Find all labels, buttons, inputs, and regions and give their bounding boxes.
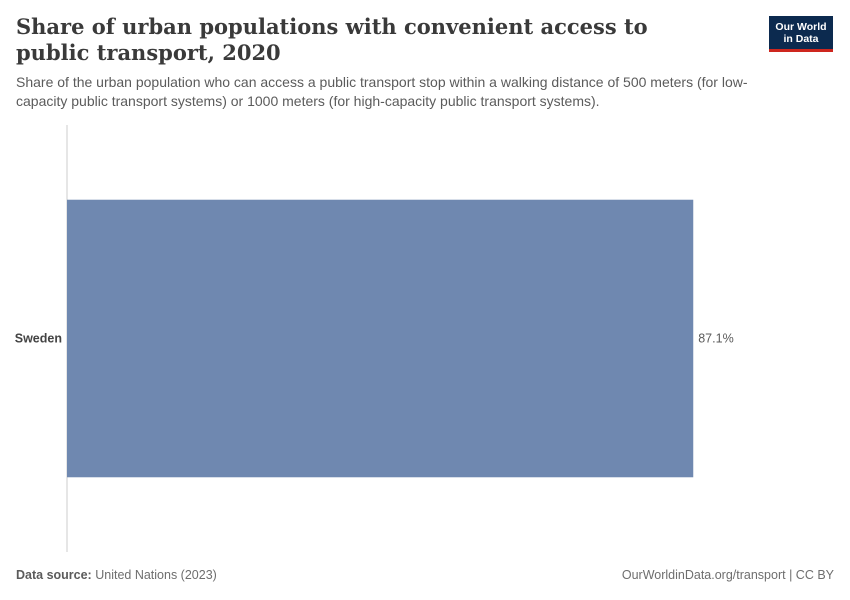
chart-subtitle: Share of the urban population who can ac…: [16, 74, 748, 109]
data-source-label: Data source:: [16, 568, 92, 582]
chart-title: Share of urban populations with convenie…: [16, 14, 648, 65]
bar-chart: Sweden 87.1%: [15, 125, 734, 552]
owid-logo[interactable]: Our World in Data: [769, 16, 833, 52]
data-source: Data source: United Nations (2023): [16, 568, 217, 582]
owid-link[interactable]: OurWorldinData.org/transport: [621, 568, 786, 582]
value-label: 87.1%: [698, 332, 733, 346]
footer-credits: OurWorldinData.org/transport | CC BY: [622, 568, 834, 582]
bar-sweden[interactable]: [67, 199, 694, 478]
license-text[interactable]: | CC BY: [789, 568, 834, 582]
logo-line-2: in Data: [783, 33, 819, 45]
logo-line-1: Our World: [775, 21, 827, 33]
data-source-value[interactable]: United Nations (2023): [95, 568, 217, 582]
category-label: Sweden: [15, 332, 62, 346]
